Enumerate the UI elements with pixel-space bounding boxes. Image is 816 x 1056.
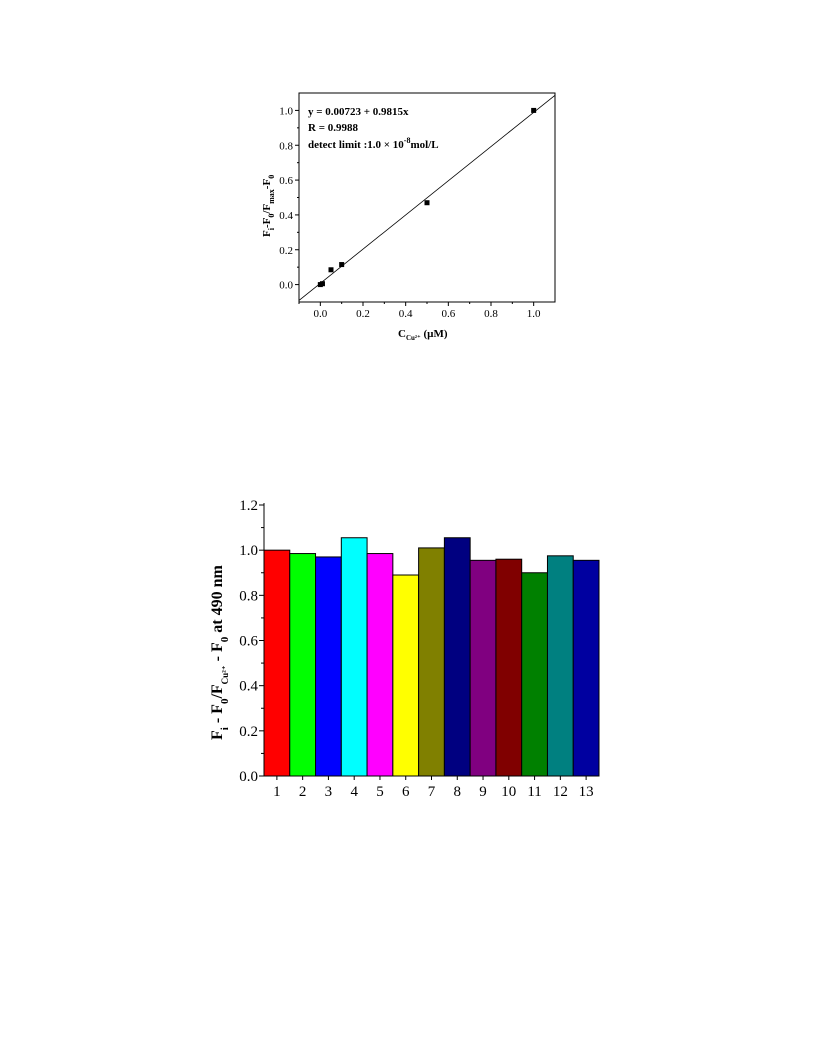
- chart2-x-tick-label: 12: [553, 784, 568, 800]
- chart1-data-points: [317, 107, 537, 288]
- chart2-bar: [546, 555, 574, 777]
- chart2-bar: [340, 537, 368, 777]
- chart2-x-tick-label: 11: [527, 784, 541, 800]
- chart1-y-tick-label: 0.0: [279, 280, 293, 292]
- chart2-y-tick-label: 0.8: [239, 588, 258, 604]
- chart2-y-ticks: 0.0 0.2 0.4 0.6 0.8 1.0 1.2: [239, 498, 264, 785]
- chart1-data-point: [424, 200, 430, 206]
- chart2-bar: [521, 572, 548, 777]
- selectivity-bar-chart: 0.00.20.40.60.81.01.2 1 2 3 4 5 6 7 8 9 10 11 12 13 …: [209, 498, 600, 800]
- chart2-x-tick-label: 10: [501, 784, 516, 800]
- chart2-x-tick-label: 8: [454, 784, 462, 800]
- chart1-y-tick-label: 0.4: [279, 210, 293, 222]
- chart1-x-tick-label: 1.0: [527, 308, 541, 320]
- chart2-bar: [572, 559, 600, 777]
- chart2-x-tick-label: 1: [273, 784, 281, 800]
- chart2-y-tick-label: 0.0: [239, 769, 258, 785]
- chart2-bar: [289, 553, 317, 777]
- chart2-bar: [392, 574, 420, 777]
- chart2-x-tick-label: 2: [299, 784, 307, 800]
- chart2-x-tick-label: 5: [376, 784, 384, 800]
- chart2-y-axis-title: Fi - F0/FCu²⁺ - F0 at 490 nm: [209, 565, 231, 740]
- chart1-data-point: [328, 267, 334, 273]
- chart2-bar: [443, 537, 471, 777]
- chart2-x-tick-label: 4: [350, 784, 358, 800]
- chart2-bar: [495, 558, 523, 777]
- chart1-y-axis-title: Fi-F0/Fmax-F0: [261, 175, 276, 237]
- chart1-x-tick-label: 0.2: [356, 308, 370, 320]
- chart1-y-tick-label: 0.8: [279, 140, 293, 152]
- chart1-r-value: R = 0.9988: [308, 122, 358, 134]
- chart1-x-ticks: 0.0 0.2 0.4 0.6 0.8 1.0: [298, 302, 541, 320]
- chart2-y-tick-label: 1.0: [239, 543, 258, 559]
- calibration-chart: 0.0 0.2 0.4 0.6 0.8 1.0 0.0 0.2 0.4 0.6 0.8 1.0 y …: [261, 92, 556, 342]
- detect-limit-exp: -8: [404, 136, 411, 145]
- chart1-y-ticks: 0.0 0.2 0.4 0.6 0.8 1.0: [279, 105, 299, 292]
- chart2-bar: [418, 547, 445, 777]
- chart1-data-point: [531, 107, 537, 113]
- chart2-bars: [263, 537, 600, 777]
- chart1-equation: y = 0.00723 + 0.9815x: [308, 106, 409, 118]
- chart2-x-tick-label: 13: [579, 784, 594, 800]
- chart2-bar: [469, 559, 497, 777]
- chart2-bar: [263, 549, 291, 777]
- chart2-y-tick-label: 1.2: [239, 498, 258, 514]
- chart1-y-tick-label: 0.6: [279, 175, 293, 187]
- detect-limit-prefix: detect limit :1.0 × 10: [308, 139, 404, 151]
- chart1-x-tick-label: 0.0: [313, 308, 327, 320]
- chart2-x-ticks: 1 2 3 4 5 6 7 8 9 10 11 12 13: [273, 776, 594, 800]
- chart1-x-tick-label: 0.4: [399, 308, 413, 320]
- chart2-x-tick-label: 3: [325, 784, 333, 800]
- chart1-y-tick-label: 0.2: [279, 245, 293, 257]
- chart2-y-tick-label: 0.6: [239, 634, 258, 650]
- chart2-bar: [366, 553, 394, 777]
- chart2-y-tick-label: 0.2: [239, 724, 258, 740]
- chart1-x-axis-title: CCu²⁺ (µM): [398, 328, 448, 342]
- chart2-x-tick-label: 9: [479, 784, 487, 800]
- chart1-x-tick-label: 0.6: [441, 308, 455, 320]
- detect-limit-suffix: mol/L: [410, 139, 438, 151]
- chart2-x-tick-label: 6: [402, 784, 410, 800]
- chart1-data-point: [319, 281, 325, 287]
- chart1-data-point: [339, 262, 345, 268]
- chart2-y-tick-label: 0.4: [239, 679, 258, 695]
- chart2-x-tick-label: 7: [428, 784, 436, 800]
- chart1-detect-limit: detect limit :1.0 × 10-8mol/L: [308, 136, 439, 151]
- chart1-x-tick-label: 0.8: [484, 308, 498, 320]
- chart2-bar: [315, 556, 342, 777]
- chart1-y-tick-label: 1.0: [279, 105, 293, 117]
